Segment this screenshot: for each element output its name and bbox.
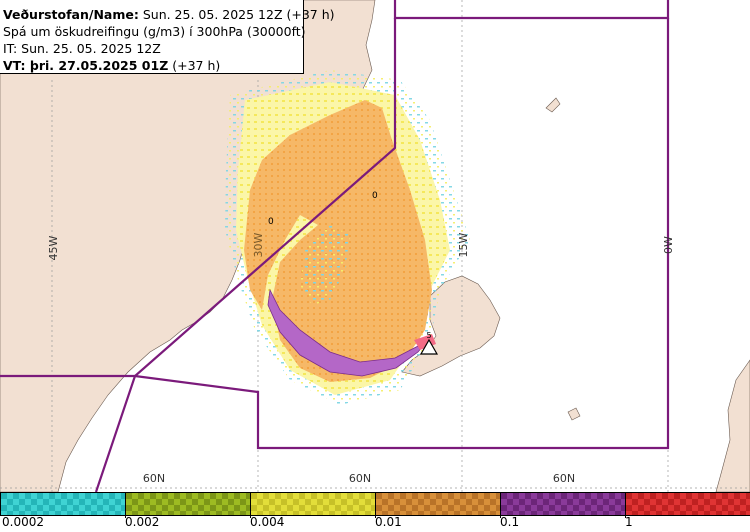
ash-dispersion-map: 5 45W 30W 15W 0W 60N 60N 60N 0 0 Veðurst… — [0, 0, 750, 492]
small-island — [545, 97, 561, 113]
legend-swatch-5 — [625, 492, 750, 516]
issuer-label: Veðurstofan/Name: — [3, 7, 139, 22]
legend-tick — [375, 514, 376, 518]
ash-cloud-gap — [300, 225, 350, 305]
legend-swatch-3 — [375, 492, 501, 516]
lat-label-60n-c: 60N — [553, 472, 575, 485]
valid-time-line: VT: þri. 27.05.2025 01Z (+37 h) — [3, 57, 303, 74]
valid-time-value: (+37 h) — [168, 58, 221, 73]
legend-swatch-1 — [125, 492, 251, 516]
svg-text:5: 5 — [426, 331, 431, 340]
issuer-line: Veðurstofan/Name: Sun. 25. 05. 2025 12Z … — [3, 6, 335, 23]
legend-label-1: 0.002 — [125, 515, 160, 529]
valid-time-label: VT: þri. 27.05.2025 01Z — [3, 58, 169, 73]
legend-swatch-0 — [0, 492, 126, 516]
issue-time: IT: Sun. 25. 05. 2025 12Z — [3, 41, 161, 56]
legend-label-0: 0.0002 — [2, 515, 44, 529]
lon-label-30w: 30W — [252, 232, 265, 257]
lon-label-15w: 15W — [457, 232, 470, 257]
issuer-value: Sun. 25. 05. 2025 12Z (+37 h) — [138, 7, 335, 22]
lon-label-45w: 45W — [47, 235, 60, 260]
legend-swatch-4 — [500, 492, 626, 516]
legend-tick — [500, 514, 501, 518]
faroe-islands — [567, 407, 581, 421]
contour-label-b: 0 — [268, 217, 274, 227]
legend-tick — [250, 514, 251, 518]
map-canvas: 5 45W 30W 15W 0W 60N 60N 60N 0 0 — [0, 0, 750, 492]
lon-label-0w: 0W — [662, 236, 675, 254]
fir-boundary — [0, 0, 670, 492]
contour-label-a: 0 — [372, 191, 378, 201]
legend-swatch-2 — [250, 492, 376, 516]
volcano-warning-icon: 5 — [419, 331, 439, 355]
lat-label-60n-b: 60N — [349, 472, 371, 485]
forecast-info-box: Veðurstofan/Name: Sun. 25. 05. 2025 12Z … — [0, 0, 335, 74]
legend-label-2: 0.004 — [250, 515, 285, 529]
legend-label-4: 0.1 — [500, 515, 520, 529]
legend-tick — [125, 514, 126, 518]
legend-tick — [625, 514, 626, 518]
scandinavia-landmass — [715, 359, 750, 492]
lat-label-60n-a: 60N — [143, 472, 165, 485]
legend-label-3: 0.01 — [375, 515, 402, 529]
legend-label-5: 1 — [625, 515, 633, 529]
concentration-legend: 0.0002 0.002 0.004 0.01 0.1 1 — [0, 492, 750, 532]
product-description: Spá um öskudreifingu (g/m3) í 300hPa (30… — [3, 24, 306, 39]
